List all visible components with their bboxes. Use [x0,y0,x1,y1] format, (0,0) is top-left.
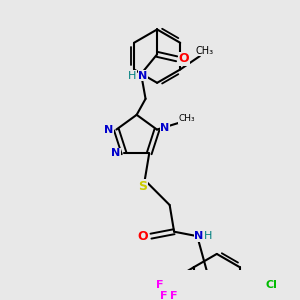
Text: O: O [178,52,189,65]
Text: Cl: Cl [266,280,278,290]
Text: N: N [138,71,148,81]
Text: S: S [139,180,148,193]
Text: H: H [204,231,212,241]
Text: O: O [138,230,148,243]
Text: N: N [112,148,121,158]
Text: N: N [194,231,204,241]
Text: H: H [128,71,136,81]
Text: CH₃: CH₃ [195,46,213,56]
Text: N: N [104,124,113,135]
Text: F: F [170,291,178,300]
Text: F: F [156,280,164,290]
Text: F: F [160,291,167,300]
Text: CH₃: CH₃ [179,114,196,123]
Text: N: N [160,123,170,133]
